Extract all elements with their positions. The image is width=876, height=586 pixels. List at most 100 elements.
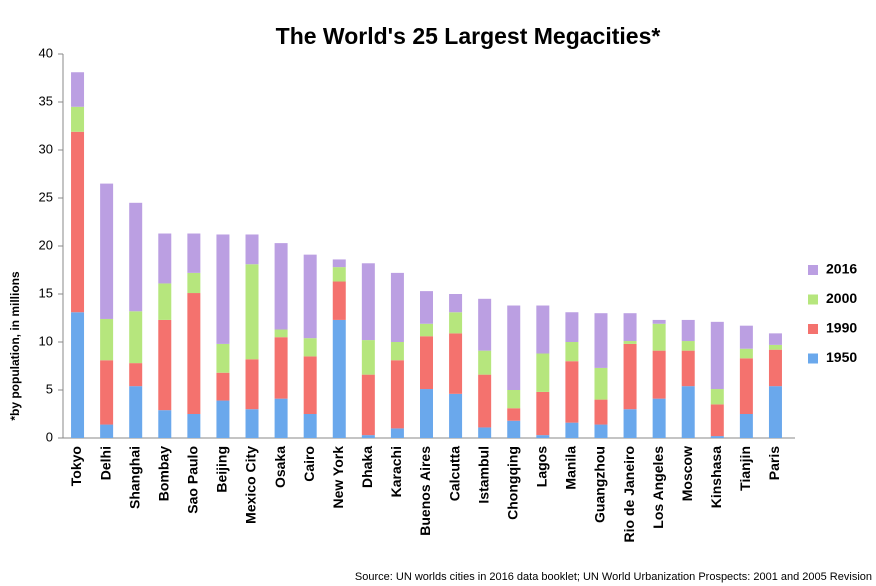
bar-segment — [739, 414, 753, 438]
bar-segment — [739, 358, 753, 414]
bar-segment — [449, 294, 463, 313]
bar-segment — [390, 272, 404, 342]
bar-segment — [478, 350, 492, 375]
bar-segment — [594, 367, 608, 400]
bar-segment — [216, 343, 230, 373]
bar-segment — [623, 313, 637, 342]
bar-segment — [652, 323, 666, 351]
bar-segment — [652, 398, 666, 438]
x-tick-label: Moscow — [679, 446, 695, 501]
x-tick-label: Tokyo — [68, 446, 84, 486]
bar-segment — [332, 259, 346, 268]
bar-segment — [187, 233, 201, 273]
bar-segment — [332, 267, 346, 282]
bar-segment — [681, 319, 695, 342]
bar-segment — [623, 343, 637, 410]
bar-segment — [478, 427, 492, 438]
x-tick-label: Calcutta — [446, 446, 462, 501]
bar-segment — [420, 389, 433, 438]
y-tick-label: 30 — [39, 141, 53, 156]
bar-segment — [361, 374, 375, 436]
bar-segment — [536, 353, 550, 392]
x-tick-label: Beijing — [214, 446, 230, 493]
x-tick-label: Chongqing — [504, 446, 520, 520]
bar-segment — [129, 386, 143, 438]
x-tick-label: Kinshasa — [708, 446, 724, 508]
bar-segment — [71, 312, 85, 438]
bar-segment — [216, 234, 230, 344]
x-tick-label: Tianjin — [737, 446, 753, 491]
bar-segment — [390, 342, 404, 361]
x-tick-label: Mexico City — [243, 446, 259, 524]
legend-swatch — [808, 353, 818, 364]
x-tick-label: Guangzhou — [592, 446, 608, 523]
bar-segment — [420, 323, 433, 337]
x-tick-label: Rio de Janeiro — [621, 446, 637, 542]
bar-segment — [303, 356, 317, 414]
bar-segment — [536, 435, 550, 438]
bar-segment — [187, 293, 201, 414]
bar-segment — [623, 409, 637, 438]
bar-segment — [449, 393, 463, 438]
bar-segment — [303, 254, 317, 339]
y-axis-label: *by population, in millions — [8, 271, 22, 421]
x-tick-label: Manila — [563, 446, 579, 490]
bar-segment — [71, 72, 85, 107]
legend-swatch — [808, 324, 818, 334]
bar-segment — [449, 312, 463, 334]
x-tick-label: Karachi — [388, 446, 404, 497]
bar-segment — [507, 420, 521, 438]
bar-segment — [507, 305, 521, 390]
x-tick-label: Lagos — [534, 446, 550, 487]
legend-swatch — [808, 265, 818, 275]
bar-segment — [478, 374, 492, 428]
x-tick-label: Shanghai — [126, 446, 142, 509]
bar-segment — [158, 233, 172, 284]
bar-segment — [594, 313, 608, 368]
bar-segment — [216, 372, 230, 401]
bar-segment — [710, 404, 724, 437]
bar-segment — [565, 422, 579, 438]
x-tick-label: Sao Paulo — [185, 446, 201, 514]
bar-segment — [303, 414, 317, 438]
x-tick-label: Buenos Aires — [417, 446, 433, 536]
bar-segment — [565, 361, 579, 423]
bar-segment — [536, 305, 550, 354]
bar-segment — [478, 298, 492, 351]
legend-label: 1950 — [826, 349, 857, 365]
bar-segment — [332, 319, 346, 438]
bar-segment — [449, 333, 463, 394]
bar-segment — [245, 234, 259, 265]
bar-segment — [420, 291, 433, 324]
bar-segment — [390, 428, 404, 438]
chart-title: The World's 25 Largest Megacities* — [276, 23, 661, 49]
y-tick-label: 35 — [39, 93, 53, 108]
bar-segment — [361, 263, 375, 341]
bar-segment — [187, 414, 201, 438]
legend-swatch — [808, 294, 818, 305]
bar-segment — [768, 333, 782, 345]
bar-segment — [361, 435, 375, 438]
bar-segment — [245, 359, 259, 410]
bar-segment — [652, 319, 666, 324]
bar-segment — [71, 131, 85, 313]
bar-segment — [768, 344, 782, 350]
y-tick-label: 15 — [39, 285, 53, 300]
bar-segment — [594, 399, 608, 425]
y-tick-label: 20 — [39, 237, 53, 252]
bar-segment — [594, 424, 608, 438]
y-tick-label: 10 — [39, 333, 53, 348]
bar-segment — [710, 321, 724, 390]
bar-segment — [216, 400, 230, 438]
bar-segment — [739, 348, 753, 359]
bar-segment — [100, 318, 114, 361]
x-tick-label: Bombay — [155, 446, 171, 501]
y-tick-label: 40 — [39, 45, 53, 60]
bar-segment — [652, 350, 666, 399]
bar-segment — [100, 424, 114, 438]
bar-segment — [158, 283, 172, 320]
bar-segment — [710, 389, 724, 405]
bar-segment — [129, 202, 143, 312]
bar-segment — [623, 341, 637, 344]
